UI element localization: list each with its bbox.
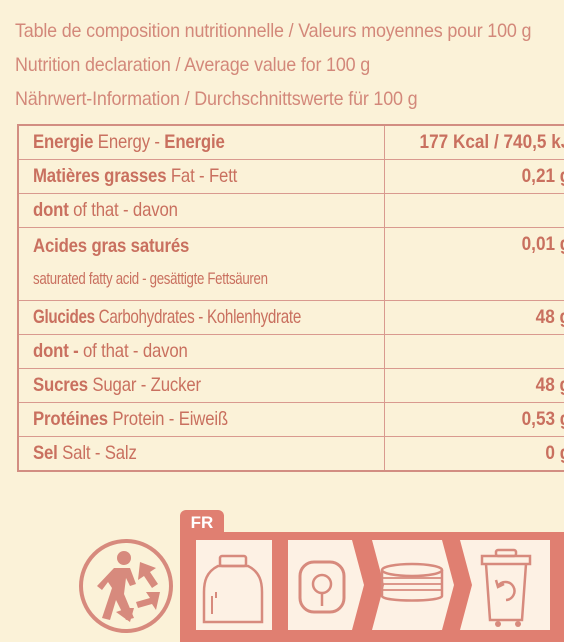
row-value: 0,53 g (521, 408, 564, 430)
cap-icon (372, 540, 454, 630)
table-row: dont - of that - davon (17, 334, 564, 369)
table-row: Glucides Carbohydrates - Kohlenhydrate 4… (17, 300, 564, 335)
row-value: 48 g (535, 374, 564, 396)
row-value: 48 g (535, 306, 564, 328)
table-row: Protéines Protein - Eiweiß 0,53 g (17, 402, 564, 437)
table-row: Matières grasses Fat - Fett 0,21 g (17, 159, 564, 194)
row-label-fr: Sucres (33, 374, 88, 396)
recycle-bin-icon (460, 540, 550, 630)
cap-panel (372, 540, 454, 630)
row-label-rest: Salt - Salz (57, 442, 137, 464)
row-label-fr: dont (33, 199, 69, 221)
nutrition-table: Energie Energy - Energie 177 Kcal / 740,… (17, 124, 564, 472)
row-label-rest: of that - davon (68, 199, 178, 221)
header-line-de: Nährwert-Information / Durchschnittswert… (15, 88, 418, 110)
row-value: 177 Kcal / 740,5 kJ (419, 131, 564, 153)
row-label-rest: Carbohydrates - Kohlenhydrate (94, 306, 302, 328)
row-label-fr: Matières grasses (33, 165, 167, 187)
header-line-en: Nutrition declaration / Average value fo… (15, 54, 371, 76)
row-label-fr: Acides gras saturés (33, 235, 190, 257)
row-label-rest: Sugar - Zucker (87, 374, 201, 396)
row-value: 0,21 g (521, 165, 564, 187)
jar-icon (196, 540, 272, 630)
table-row: Sucres Sugar - Zucker 48 g (17, 368, 564, 403)
row-label-fr: Sel (33, 442, 58, 464)
table-row: Energie Energy - Energie 177 Kcal / 740,… (17, 124, 564, 160)
bin-panel (460, 540, 550, 630)
triman-icon (79, 539, 173, 633)
row-label-de: Fett (208, 165, 238, 187)
row-value: 0,01 g (521, 233, 564, 255)
row-value: 0 g (545, 442, 564, 464)
row-label-fr: Energie (33, 131, 94, 153)
lid-icon (288, 540, 364, 630)
table-row: Sel Salt - Salz 0 g (17, 436, 564, 472)
row-label-rest: Fat - (166, 165, 209, 187)
row-label-rest: Protein - (107, 408, 179, 430)
row-label-fr: Glucides (33, 306, 95, 328)
row-label-de: Energie (164, 131, 225, 153)
lid-panel (288, 540, 364, 630)
nutrition-header: Table de composition nutritionnelle / Va… (15, 14, 555, 116)
row-label-sub: saturated fatty acid - gesättigte Fettsä… (33, 269, 268, 288)
row-label-fr: dont - (33, 340, 79, 362)
row-label-fr: Protéines (33, 408, 108, 430)
jar-panel (190, 540, 278, 630)
row-label-rest: of that - davon (78, 340, 188, 362)
row-label-de: Eiweiß (178, 408, 228, 430)
header-line-fr: Table de composition nutritionnelle / Va… (15, 20, 532, 42)
table-row: dont of that - davon (17, 193, 564, 228)
table-row: Acides gras saturés saturated fatty acid… (17, 227, 564, 301)
fr-tab: FR (180, 510, 224, 534)
row-label-rest: Energy - (93, 131, 165, 153)
